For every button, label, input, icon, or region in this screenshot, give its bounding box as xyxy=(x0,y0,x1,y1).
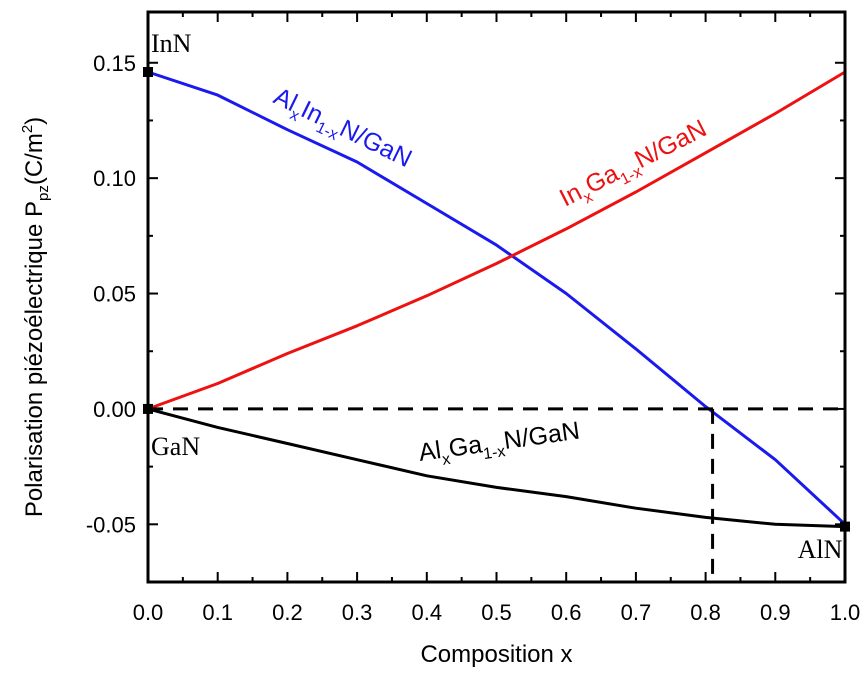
y-axis-title-superscript: 2 xyxy=(19,125,36,133)
series-layer xyxy=(147,70,847,529)
label-aln: AlN xyxy=(798,535,843,564)
x-tick-label-1-0: 1.0 xyxy=(830,600,861,625)
label-gan: GaN xyxy=(151,432,200,461)
plot-frame xyxy=(146,10,847,584)
y-axis-title-unit: (C/m xyxy=(21,133,48,185)
ingan-series-line xyxy=(147,70,846,411)
y-axis-title-subscript: pz xyxy=(35,185,52,201)
tick-labels: 0.0 0.1 0.2 0.3 0.4 0.5 0.6 0.7 0.8 0.9 1.0 0.15 0.1… xyxy=(86,51,860,625)
algan-series-label: AlxGa1-xN/GaN xyxy=(417,417,582,472)
x-tick-label-0-3: 0.3 xyxy=(342,600,373,625)
y-tick-label-0-05: 0.05 xyxy=(93,282,136,307)
alinn-series-line xyxy=(147,70,847,526)
x-tick-label-0-5: 0.5 xyxy=(481,600,512,625)
x-tick-label-0-0: 0.0 xyxy=(133,600,164,625)
material-markers: InN GaN AlN xyxy=(143,29,850,564)
x-tick-label-0-1: 0.1 xyxy=(202,600,233,625)
y-tick-label-0-05: -0.05 xyxy=(86,512,136,537)
x-axis-title: Composition x xyxy=(420,641,572,668)
x-tick-label-0-9: 0.9 xyxy=(760,600,791,625)
y-tick-label-0-10: 0.10 xyxy=(93,166,136,191)
y-axis-title-unit-close: ) xyxy=(21,117,48,125)
algan-series-line xyxy=(147,407,846,529)
reference-lines xyxy=(148,407,845,582)
x-tick-label-0-2: 0.2 xyxy=(272,600,303,625)
x-tick-label-0-7: 0.7 xyxy=(621,600,652,625)
x-tick-label-0-6: 0.6 xyxy=(551,600,582,625)
y-axis-title: Polarisation piézoélectrique Ppz(C/m2) xyxy=(19,117,52,517)
y-axis-title-main: Polarisation piézoélectrique P xyxy=(21,201,48,517)
ingan-series-label: InxGa1-xN/GaN xyxy=(555,114,713,216)
axis-ticks xyxy=(147,12,846,582)
y-tick-label-0-15: 0.15 xyxy=(93,51,136,76)
x-tick-label-0-8: 0.8 xyxy=(690,600,721,625)
y-tick-label-0-00: 0.00 xyxy=(93,397,136,422)
x-tick-label-0-4: 0.4 xyxy=(412,600,443,625)
label-inn: InN xyxy=(151,29,192,58)
